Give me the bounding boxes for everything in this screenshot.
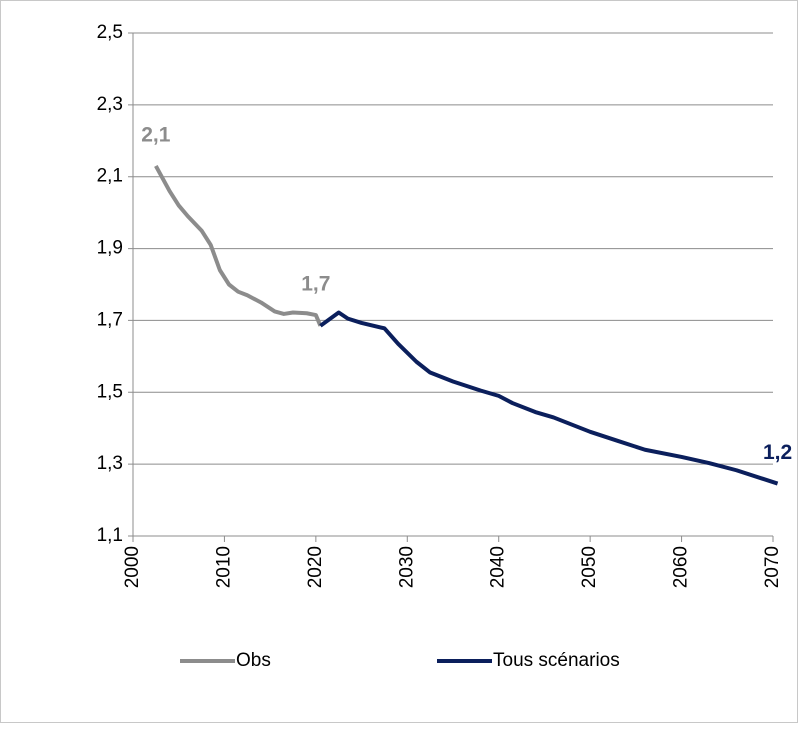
y-tick-label: 1,7 bbox=[97, 309, 123, 330]
value-label: 1,7 bbox=[301, 273, 330, 296]
y-tick-label: 2,1 bbox=[97, 166, 123, 187]
y-tick-label: 1,3 bbox=[97, 453, 123, 474]
x-tick-label: 2070 bbox=[762, 546, 783, 588]
value-label: 2,1 bbox=[141, 123, 171, 146]
x-tick-label: 2030 bbox=[396, 546, 417, 588]
x-tick-label: 2010 bbox=[213, 546, 234, 588]
x-tick-label: 2040 bbox=[488, 546, 509, 588]
value-label: 1,2 bbox=[763, 441, 792, 464]
x-tick-label: 2020 bbox=[305, 546, 326, 588]
data-line bbox=[319, 310, 779, 486]
y-tick-label: 1,9 bbox=[97, 238, 123, 259]
y-tick-label: 1,1 bbox=[97, 525, 123, 546]
y-tick-label: 2,3 bbox=[97, 94, 123, 115]
legend-label: Tous scénarios bbox=[493, 650, 620, 671]
y-tick-label: 1,5 bbox=[97, 381, 123, 402]
x-tick-label: 2050 bbox=[579, 546, 600, 588]
y-tick-label: 2,5 bbox=[97, 22, 123, 43]
data-line bbox=[154, 164, 323, 327]
legend-label: Obs bbox=[236, 650, 271, 671]
x-tick-label: 2060 bbox=[671, 546, 692, 588]
x-tick-label: 2000 bbox=[122, 546, 143, 588]
